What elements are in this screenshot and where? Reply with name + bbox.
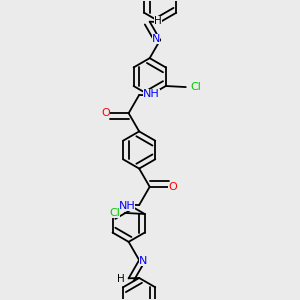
Text: N: N	[152, 34, 160, 44]
Text: H: H	[154, 16, 162, 26]
Text: O: O	[168, 182, 177, 192]
Text: NH: NH	[118, 201, 135, 211]
Text: H: H	[117, 274, 124, 284]
Text: O: O	[102, 108, 110, 118]
Text: Cl: Cl	[109, 208, 120, 218]
Text: N: N	[139, 256, 148, 266]
Text: NH: NH	[143, 89, 160, 99]
Text: Cl: Cl	[190, 82, 201, 92]
